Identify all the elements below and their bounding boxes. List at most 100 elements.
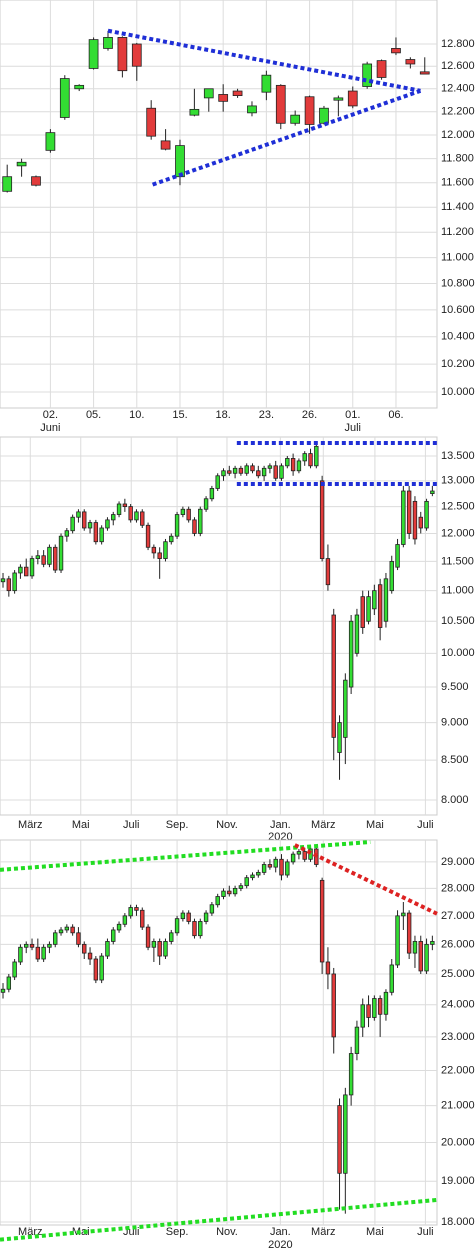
candle-body <box>169 535 174 543</box>
candle-body <box>64 530 70 537</box>
x-tick-label: Jan. <box>270 819 291 831</box>
candle-body <box>275 84 286 124</box>
x-tick-label: Sep. <box>166 819 189 831</box>
x-tick-label: März <box>311 1226 335 1238</box>
candle-body <box>70 926 75 934</box>
x-sub-label: 2020 <box>268 1239 292 1250</box>
candle-body <box>319 107 329 124</box>
x-sub-label: Juli <box>345 422 362 434</box>
candle-body <box>304 96 315 125</box>
candle-body <box>348 1053 354 1096</box>
candle-body <box>362 63 373 87</box>
candle-body <box>290 853 296 863</box>
candle-body <box>198 921 203 937</box>
trend-line <box>293 843 438 916</box>
candle-body <box>383 578 389 622</box>
candle-body <box>140 511 145 526</box>
candle-body <box>35 946 41 960</box>
x-tick-label: März <box>311 819 335 831</box>
candle-body <box>347 90 358 107</box>
candle-body <box>203 498 209 510</box>
candle-body <box>343 1094 348 1174</box>
candle-body <box>93 958 99 981</box>
y-tick-label: 10.800 <box>441 277 475 289</box>
candle-body <box>319 879 325 963</box>
candle-body <box>117 37 128 72</box>
candle-body <box>273 858 278 868</box>
candle-body <box>430 941 435 945</box>
candle-body <box>285 861 290 876</box>
candle-body <box>256 470 261 477</box>
candle-body <box>74 84 85 90</box>
candle-body <box>99 527 104 543</box>
y-tick-label: 12.800 <box>441 38 475 50</box>
candle-body <box>325 558 331 586</box>
candle-body <box>192 921 197 937</box>
candle-body <box>128 506 133 521</box>
candle-body <box>41 946 46 960</box>
y-tick-label: 12.000 <box>441 129 475 141</box>
candle-body <box>247 105 257 114</box>
y-tick-label: 21.000 <box>441 1100 475 1112</box>
candle-body <box>186 508 191 521</box>
trend-line <box>151 88 422 187</box>
y-tick-label: 12.000 <box>441 527 475 539</box>
trend-line <box>0 1197 438 1242</box>
candle-body <box>31 176 41 186</box>
candle-body <box>29 943 35 948</box>
candle-body <box>261 74 272 93</box>
candle-body <box>41 555 46 565</box>
candle-body <box>157 941 162 957</box>
candle-body <box>105 941 110 957</box>
candle-body <box>47 943 52 948</box>
candle-body <box>406 912 412 954</box>
candle-body <box>209 488 215 500</box>
y-tick-label: 10.000 <box>441 386 475 398</box>
candle-body <box>116 503 122 515</box>
candle-body <box>145 926 151 948</box>
candle-body <box>175 145 185 178</box>
candle-body <box>296 460 302 472</box>
y-tick-label: 25.000 <box>441 968 475 980</box>
candle-body <box>93 522 99 543</box>
candle-body <box>267 864 273 868</box>
y-tick-label: 11.500 <box>441 555 474 567</box>
y-tick-label: 11.000 <box>441 585 474 597</box>
y-tick-label: 10.200 <box>441 358 475 370</box>
candle-body <box>232 467 238 474</box>
candle-body <box>6 578 12 592</box>
candle-body <box>319 480 325 559</box>
candle-body <box>395 544 400 568</box>
x-tick-label: 02. <box>43 409 58 421</box>
y-tick-label: 11.200 <box>441 226 474 238</box>
candle-body <box>209 904 215 914</box>
candle-body <box>122 503 128 508</box>
y-tick-label: 11.600 <box>441 177 474 189</box>
candle-body <box>383 991 389 1015</box>
candle-body <box>366 1004 371 1018</box>
candle-body <box>372 590 377 610</box>
candle-body <box>227 890 232 895</box>
candle-body <box>82 943 87 954</box>
x-tick-label: 23. <box>259 409 274 421</box>
candle-body <box>163 941 168 957</box>
candle-body <box>198 508 203 534</box>
candle-body <box>76 932 81 945</box>
candle-body <box>244 465 249 474</box>
candle-body <box>412 500 418 540</box>
candle-body <box>273 465 278 479</box>
x-tick-label: Juli <box>123 819 140 831</box>
y-tick-label: 20.000 <box>441 1136 475 1148</box>
candle-body <box>227 470 232 474</box>
candle-body <box>146 107 157 137</box>
candle-body <box>389 561 394 592</box>
x-tick-label: 15. <box>172 409 187 421</box>
candle-body <box>354 1026 360 1054</box>
x-tick-label: Juli <box>417 1226 434 1238</box>
candle-body <box>174 918 180 934</box>
x-tick-label: 18. <box>216 409 231 421</box>
x-tick-label: Juli <box>417 819 434 831</box>
candle-body <box>419 71 430 75</box>
x-tick-label: Nov. <box>216 819 238 831</box>
candle-body <box>285 458 290 467</box>
